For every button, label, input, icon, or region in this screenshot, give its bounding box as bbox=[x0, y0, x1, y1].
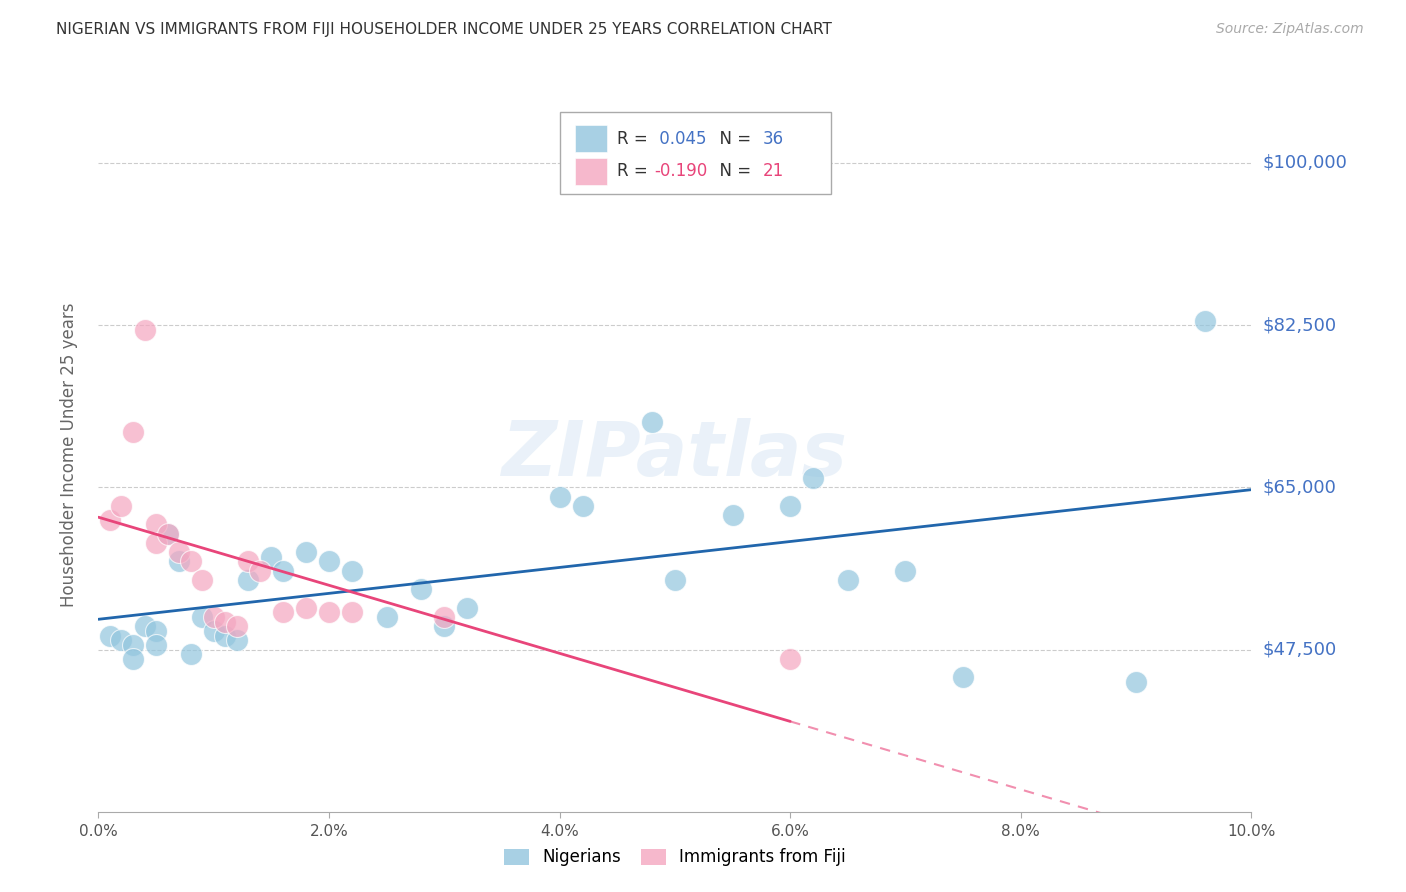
Text: R =: R = bbox=[617, 129, 654, 148]
Point bbox=[318, 554, 340, 568]
Point bbox=[318, 606, 340, 620]
Point bbox=[145, 624, 167, 638]
Point bbox=[779, 499, 801, 513]
Bar bbox=[575, 158, 607, 185]
Text: -0.190: -0.190 bbox=[654, 162, 707, 180]
Point bbox=[214, 629, 236, 643]
Point bbox=[375, 610, 398, 624]
Point bbox=[456, 600, 478, 615]
Point bbox=[779, 652, 801, 666]
Point bbox=[134, 619, 156, 633]
Text: NIGERIAN VS IMMIGRANTS FROM FIJI HOUSEHOLDER INCOME UNDER 25 YEARS CORRELATION C: NIGERIAN VS IMMIGRANTS FROM FIJI HOUSEHO… bbox=[56, 22, 832, 37]
Point bbox=[225, 633, 247, 648]
Point bbox=[180, 554, 202, 568]
Point bbox=[548, 490, 571, 504]
Point bbox=[98, 513, 121, 527]
Point bbox=[145, 517, 167, 532]
Point bbox=[295, 600, 318, 615]
Point bbox=[110, 499, 132, 513]
Point bbox=[249, 564, 271, 578]
Point bbox=[894, 564, 917, 578]
Point bbox=[122, 425, 145, 439]
Point bbox=[110, 633, 132, 648]
Point bbox=[340, 564, 363, 578]
Text: N =: N = bbox=[710, 129, 756, 148]
Point bbox=[238, 554, 260, 568]
Text: Source: ZipAtlas.com: Source: ZipAtlas.com bbox=[1216, 22, 1364, 37]
Point bbox=[122, 638, 145, 652]
Point bbox=[837, 573, 859, 587]
Point bbox=[801, 471, 824, 485]
Point bbox=[271, 564, 294, 578]
Point bbox=[1125, 675, 1147, 690]
Point bbox=[145, 536, 167, 550]
Point bbox=[202, 610, 225, 624]
Point bbox=[571, 499, 593, 513]
Point bbox=[98, 629, 121, 643]
Point bbox=[271, 606, 294, 620]
Text: $47,500: $47,500 bbox=[1263, 640, 1337, 658]
Point bbox=[340, 606, 363, 620]
Legend: Nigerians, Immigrants from Fiji: Nigerians, Immigrants from Fiji bbox=[495, 840, 855, 875]
Point bbox=[191, 573, 214, 587]
Point bbox=[664, 573, 686, 587]
Point bbox=[721, 508, 744, 523]
Point bbox=[1194, 313, 1216, 327]
Point bbox=[156, 526, 179, 541]
Point bbox=[122, 652, 145, 666]
Point bbox=[260, 549, 283, 564]
Point bbox=[225, 619, 247, 633]
Point bbox=[433, 619, 456, 633]
Text: 0.045: 0.045 bbox=[654, 129, 707, 148]
Point bbox=[295, 545, 318, 559]
Point bbox=[180, 647, 202, 661]
Point bbox=[167, 554, 190, 568]
Y-axis label: Householder Income Under 25 years: Householder Income Under 25 years bbox=[59, 302, 77, 607]
Text: $100,000: $100,000 bbox=[1263, 154, 1347, 172]
Point bbox=[134, 323, 156, 337]
Bar bbox=[575, 125, 607, 153]
Text: ZIPatlas: ZIPatlas bbox=[502, 418, 848, 491]
Text: 36: 36 bbox=[762, 129, 783, 148]
Point bbox=[202, 624, 225, 638]
Point bbox=[411, 582, 433, 597]
Bar bbox=[560, 112, 831, 194]
Point bbox=[238, 573, 260, 587]
Point bbox=[433, 610, 456, 624]
Text: R =: R = bbox=[617, 162, 654, 180]
Point bbox=[952, 670, 974, 684]
Point bbox=[145, 638, 167, 652]
Text: N =: N = bbox=[710, 162, 756, 180]
Point bbox=[641, 416, 664, 430]
Point bbox=[191, 610, 214, 624]
Point bbox=[167, 545, 190, 559]
Text: $65,000: $65,000 bbox=[1263, 478, 1336, 496]
Text: 21: 21 bbox=[762, 162, 783, 180]
Text: $82,500: $82,500 bbox=[1263, 316, 1337, 334]
Point bbox=[214, 615, 236, 629]
Point bbox=[156, 526, 179, 541]
